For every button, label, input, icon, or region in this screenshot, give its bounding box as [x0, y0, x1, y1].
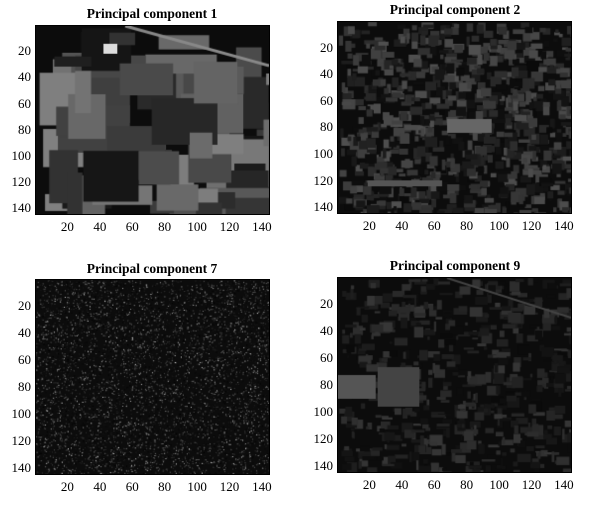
y-tick-label: 20: [320, 296, 333, 312]
pc2-image: [337, 21, 572, 214]
panel-title: Principal component 2: [389, 2, 521, 17]
x-tick-label: 20: [60, 219, 74, 234]
x-tick-label: 80: [158, 479, 172, 494]
x-tick-label: 140: [554, 218, 574, 233]
x-tick-label: 120: [521, 218, 542, 233]
x-tick-label: 140: [554, 477, 574, 492]
y-tick-label: 60: [18, 352, 31, 368]
x-tick-label: 40: [93, 219, 107, 234]
y-tick-label: 120: [11, 433, 32, 449]
pc7-image: [35, 279, 270, 475]
y-tick-label: 120: [11, 174, 32, 190]
x-tick-label: 40: [395, 218, 409, 233]
y-tick-label: 20: [18, 298, 31, 314]
y-tick-label: 60: [320, 92, 333, 108]
x-tick-label: 100: [489, 218, 509, 233]
y-tick-label: 20: [320, 39, 333, 55]
x-tick-label: 80: [460, 218, 474, 233]
y-tick-label: 20: [18, 43, 31, 59]
y-tick-label: 80: [18, 121, 31, 137]
panel-title: Principal component 7: [86, 261, 218, 276]
x-tick-label: 80: [158, 219, 172, 234]
y-tick-label: 80: [18, 379, 31, 395]
y-tick-label: 140: [11, 460, 32, 476]
y-tick-label: 80: [320, 119, 333, 135]
y-tick-label: 100: [313, 146, 334, 162]
x-tick-label: 100: [187, 479, 207, 494]
x-tick-label: 140: [252, 479, 272, 494]
panel-title: Principal component 9: [389, 258, 521, 273]
x-tick-label: 40: [93, 479, 107, 494]
pc1-image: [35, 25, 270, 215]
y-tick-label: 140: [313, 458, 334, 474]
x-tick-label: 20: [60, 479, 74, 494]
x-tick-label: 120: [219, 219, 240, 234]
pc9-image: [337, 277, 572, 473]
y-tick-label: 100: [313, 404, 334, 420]
x-tick-label: 140: [252, 219, 272, 234]
y-tick-label: 60: [320, 350, 333, 366]
x-tick-label: 40: [395, 477, 409, 492]
x-tick-label: 120: [219, 479, 240, 494]
y-tick-label: 100: [11, 148, 32, 164]
x-tick-label: 80: [460, 477, 474, 492]
x-tick-label: 20: [362, 218, 376, 233]
panel-title: Principal component 1: [86, 6, 218, 21]
x-tick-label: 60: [125, 479, 139, 494]
y-tick-label: 40: [320, 66, 333, 82]
x-tick-label: 60: [427, 477, 441, 492]
y-tick-label: 120: [313, 431, 334, 447]
x-tick-label: 120: [521, 477, 542, 492]
y-tick-label: 40: [18, 325, 31, 341]
x-tick-label: 60: [427, 218, 441, 233]
y-tick-label: 80: [320, 377, 333, 393]
x-tick-label: 100: [187, 219, 207, 234]
y-tick-label: 100: [11, 406, 32, 422]
y-tick-label: 60: [18, 95, 31, 111]
y-tick-label: 140: [313, 199, 334, 215]
y-tick-label: 120: [313, 172, 334, 188]
y-tick-label: 40: [320, 323, 333, 339]
x-tick-label: 100: [489, 477, 509, 492]
y-tick-label: 140: [11, 200, 32, 216]
y-tick-label: 40: [18, 69, 31, 85]
x-tick-label: 20: [362, 477, 376, 492]
x-tick-label: 60: [125, 219, 139, 234]
